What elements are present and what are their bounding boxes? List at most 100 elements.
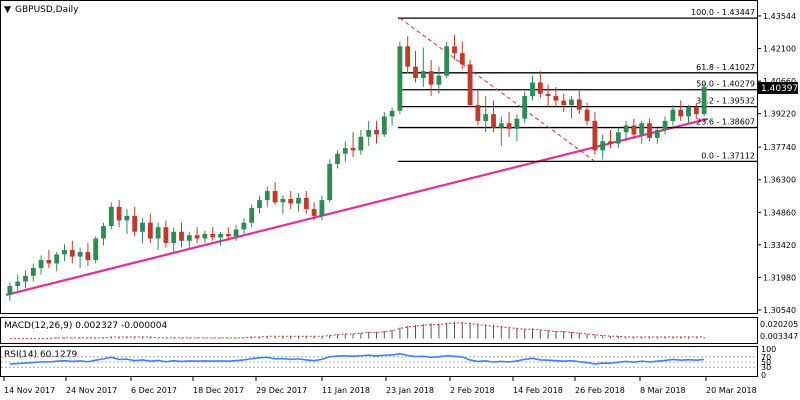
candles-layer <box>7 34 707 301</box>
candle-body <box>15 281 21 287</box>
candle-body <box>506 123 512 129</box>
candle-body <box>69 249 75 257</box>
candle-body <box>483 114 489 121</box>
macd-label: MACD(12,26,9) 0.002327 -0.000004 <box>4 321 167 331</box>
candle-body <box>132 215 138 232</box>
trendline-layer <box>5 117 709 296</box>
candle-body <box>77 252 83 257</box>
price-axis-label: 1.33420 <box>763 241 796 250</box>
candle-body <box>561 100 567 106</box>
candle-body <box>280 198 286 203</box>
candle-body <box>662 120 668 130</box>
candle-body <box>569 99 574 106</box>
candle-body <box>545 93 551 97</box>
macd-axis-label: 0.020205 <box>760 320 798 329</box>
candle-body <box>600 141 606 151</box>
macd-signal-line <box>9 322 705 340</box>
candle-body <box>350 148 356 151</box>
candle-body <box>654 129 660 138</box>
candle-body <box>233 229 239 237</box>
candle-body <box>459 53 465 65</box>
fib-level-label: 0.0 - 1.37112 <box>701 151 755 160</box>
rsi-axis-label: 30 <box>761 363 771 372</box>
candle-body <box>249 208 255 223</box>
candle-body <box>296 197 301 204</box>
candle-body <box>467 64 473 106</box>
time-axis-label: 11 Jan 2018 <box>322 386 370 395</box>
candle-body <box>85 252 91 261</box>
candle-body <box>553 96 559 101</box>
rsi-line <box>9 352 705 365</box>
current-price-tag <box>758 82 798 94</box>
candle-body <box>124 215 130 221</box>
time-axis-label: 18 Dec 2017 <box>193 386 244 395</box>
rsi-axis-label: 100 <box>761 345 776 354</box>
candle-body <box>147 222 153 239</box>
candle-body <box>46 260 52 264</box>
candle-body <box>389 110 395 117</box>
candle-body <box>179 231 184 241</box>
time-axis-label: 20 Mar 2018 <box>706 386 757 395</box>
candle-body <box>530 82 535 97</box>
time-axis-label: 2 Feb 2018 <box>450 386 495 395</box>
chart-title-arrow-icon: ▼ <box>4 5 11 15</box>
macd-axis-label: 0.003347 <box>760 332 798 341</box>
candle-body <box>678 109 684 117</box>
rsi-axis-label: 70 <box>761 353 771 362</box>
candle-body <box>116 206 122 221</box>
candle-body <box>397 46 403 111</box>
time-axis: 14 Nov 2017 24 Nov 2017 6 Dec 2017 18 Dec 2… <box>3 377 757 395</box>
candle-body <box>257 200 262 209</box>
candle-body <box>210 234 216 238</box>
candle-body <box>30 267 36 276</box>
time-axis-label: 29 Dec 2017 <box>256 386 307 395</box>
rsi-axis-label: 0 <box>761 371 766 380</box>
candle-body <box>576 99 582 110</box>
candle-body <box>288 198 294 204</box>
time-axis-label: 14 Feb 2018 <box>513 386 563 395</box>
candle-body <box>303 197 309 210</box>
candle-body <box>381 116 387 135</box>
fib-level-label: 61.8 - 1.41027 <box>696 63 755 72</box>
candle-body <box>241 222 247 230</box>
candle-body <box>623 125 629 133</box>
macd-layer: 0.020205 0.003347 <box>9 320 798 341</box>
candle-body <box>202 234 208 239</box>
price-axis-label: 1.43544 <box>763 12 796 21</box>
candle-body <box>405 46 411 67</box>
candle-body <box>584 109 590 121</box>
candle-body <box>436 75 442 85</box>
candle-body <box>475 105 481 121</box>
candle-body <box>225 234 231 237</box>
fib-diagonal-line <box>399 17 596 162</box>
candle-body <box>420 71 426 78</box>
current-price-label: 1.40397 <box>761 84 798 94</box>
time-axis-label: 26 Feb 2018 <box>575 386 625 395</box>
candle-body <box>670 109 676 121</box>
candle-body <box>194 235 200 239</box>
fib-level-label: 38.2 - 1.39532 <box>696 97 755 106</box>
price-axis-label: 1.40660 <box>763 77 796 86</box>
candle-body <box>272 191 278 203</box>
time-axis-label: 23 Jan 2018 <box>386 386 434 395</box>
candle-body <box>522 96 528 119</box>
candle-body <box>108 206 114 227</box>
price-axis-label: 1.39220 <box>763 110 796 119</box>
candle-body <box>264 191 270 201</box>
candle-body <box>615 132 621 144</box>
rsi-label: RSI(14) 60.1279 <box>4 350 77 360</box>
fib-level-label: 100.0 - 1.43447 <box>691 8 755 17</box>
time-axis-label: 6 Dec 2017 <box>131 386 177 395</box>
candle-body <box>358 136 364 151</box>
candle-body <box>701 87 707 115</box>
candle-body <box>452 46 457 54</box>
price-axis-label: 1.34860 <box>763 208 796 217</box>
candle-body <box>686 107 691 117</box>
price-axis-label: 1.37740 <box>763 143 796 152</box>
fib-level-label: 23.6 - 1.38607 <box>696 118 755 127</box>
time-axis-label: 14 Nov 2017 <box>4 386 55 395</box>
price-axis-label: 1.31980 <box>763 273 796 282</box>
candle-body <box>592 120 598 151</box>
